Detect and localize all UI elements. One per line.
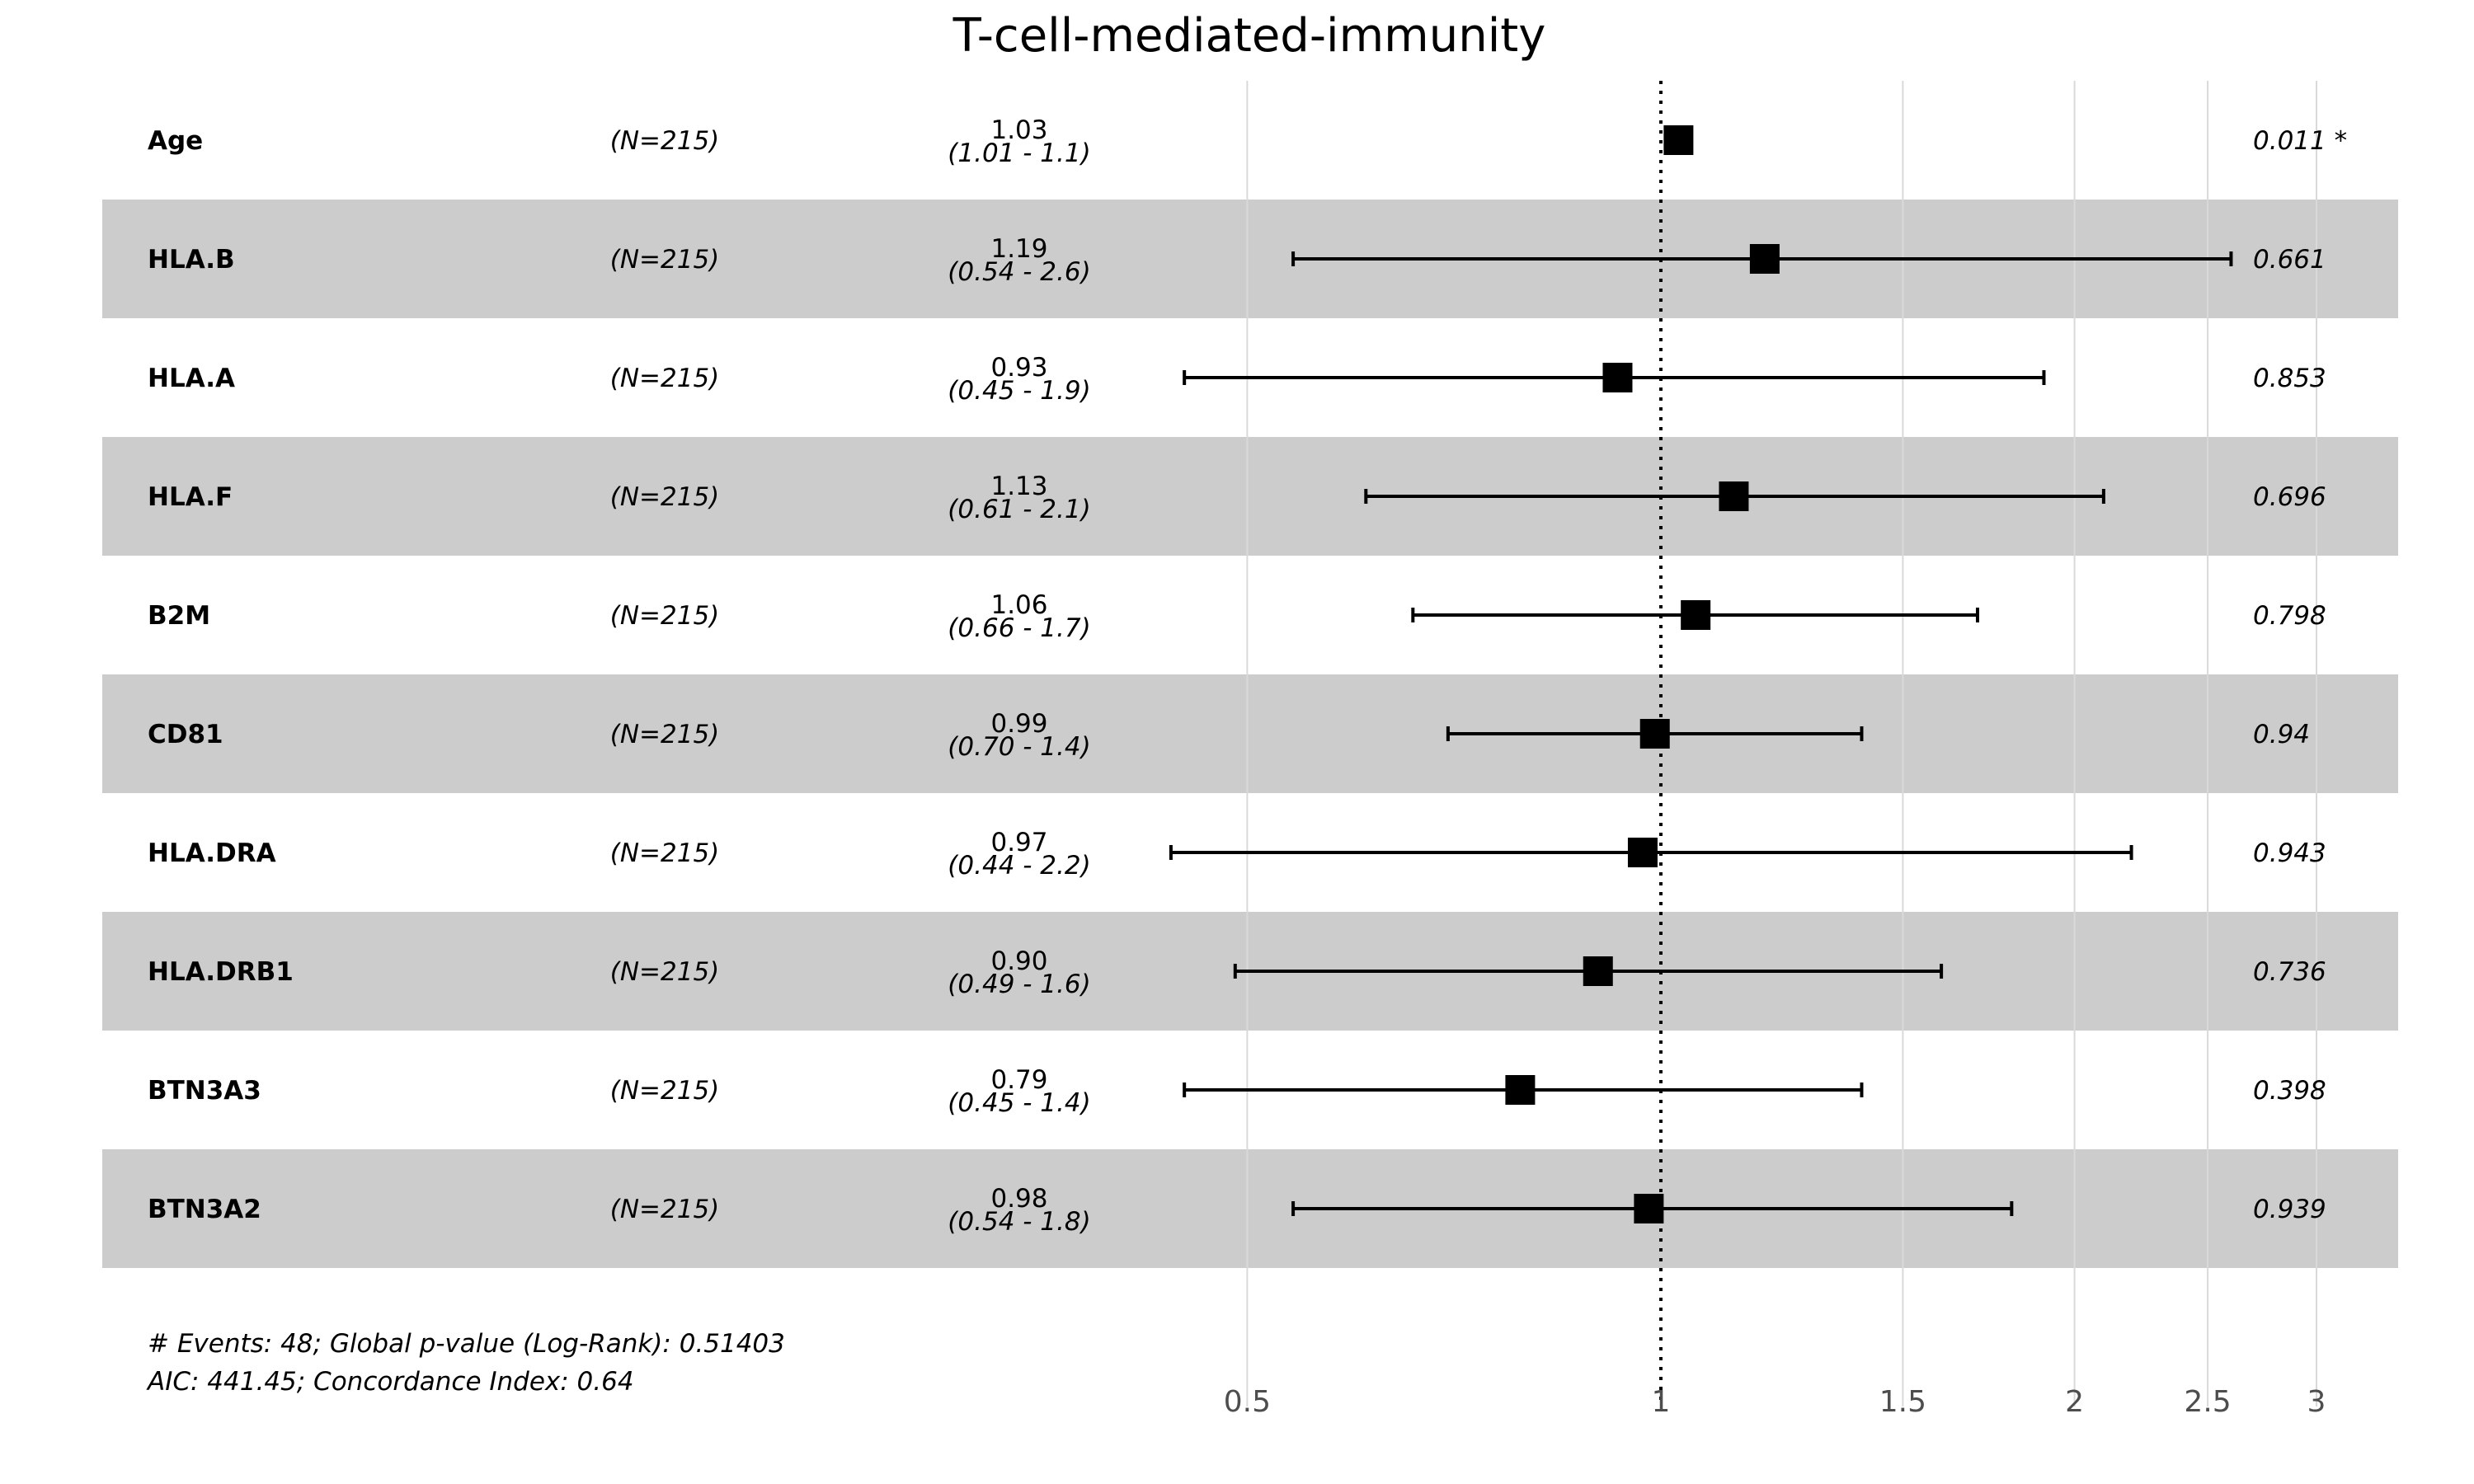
variable-label: HLA.F: [148, 482, 233, 512]
forest-row: HLA.DRA (N=215) 0.97(0.44 - 2.2) 0.943: [148, 828, 2326, 881]
x-tick-label: 1: [1652, 1385, 1671, 1419]
footnotes: # Events: 48; Global p-value (Log-Rank):…: [146, 1329, 785, 1397]
variable-label: B2M: [148, 601, 210, 631]
hr-marker: [1627, 838, 1658, 867]
row-band: [102, 1149, 2398, 1268]
ci-label: (0.44 - 2.2): [948, 851, 1090, 881]
hr-marker: [1602, 363, 1633, 392]
ci-label: (0.45 - 1.9): [948, 376, 1090, 406]
p-value-label: 0.696: [2253, 482, 2326, 512]
ci-label: (0.54 - 2.6): [948, 257, 1090, 287]
variable-label: Age: [148, 126, 203, 156]
variable-label: HLA.DRB1: [148, 957, 294, 987]
hr-label: 1.03: [990, 115, 1047, 145]
ci-label: (0.45 - 1.4): [948, 1088, 1090, 1118]
hr-label: 0.93: [990, 353, 1047, 383]
n-label: (N=215): [610, 720, 720, 749]
hr-marker: [1505, 1075, 1536, 1105]
row-band: [102, 674, 2398, 793]
p-value-label: 0.853: [2253, 364, 2326, 393]
x-tick-label: 1.5: [1879, 1385, 1926, 1419]
hr-marker: [1634, 1194, 1664, 1223]
n-label: (N=215): [610, 601, 720, 631]
x-tick-label: 3: [2307, 1385, 2326, 1419]
forest-row: HLA.A (N=215) 0.93(0.45 - 1.9) 0.853: [148, 353, 2326, 406]
n-label: (N=215): [610, 1076, 720, 1106]
hr-marker: [1663, 125, 1694, 155]
forest-row: HLA.B (N=215) 1.19(0.54 - 2.6) 0.661: [148, 234, 2326, 287]
n-label: (N=215): [610, 838, 720, 868]
n-label: (N=215): [610, 1195, 720, 1224]
p-value-label: 0.398: [2253, 1076, 2326, 1106]
forest-row: HLA.DRB1 (N=215) 0.90(0.49 - 1.6) 0.736: [148, 946, 2326, 999]
p-value-label: 0.011 *: [2253, 126, 2347, 156]
hr-label: 0.79: [990, 1065, 1047, 1095]
hr-label: 0.97: [990, 828, 1047, 857]
x-gridlines: [1246, 81, 2317, 1407]
hr-marker: [1681, 600, 1711, 630]
hr-label: 1.06: [990, 590, 1047, 620]
hr-marker: [1749, 244, 1780, 274]
forest-row: BTN3A3 (N=215) 0.79(0.45 - 1.4) 0.398: [148, 1065, 2326, 1118]
forest-row: BTN3A2 (N=215) 0.98(0.54 - 1.8) 0.939: [148, 1184, 2326, 1237]
variable-label: HLA.B: [148, 245, 235, 275]
ci-label: (0.70 - 1.4): [948, 732, 1090, 762]
p-value-label: 0.736: [2253, 957, 2326, 987]
hr-marker: [1719, 481, 1749, 511]
hr-marker: [1639, 719, 1670, 749]
hr-label: 0.90: [990, 946, 1047, 976]
p-value-label: 0.94: [2253, 720, 2310, 749]
variable-label: BTN3A3: [148, 1076, 261, 1106]
n-label: (N=215): [610, 957, 720, 987]
n-label: (N=215): [610, 245, 720, 275]
ci-label: (0.49 - 1.6): [948, 970, 1090, 999]
forest-row: Age (N=215) 1.03(1.01 - 1.1) 0.011 *: [148, 115, 2347, 168]
x-tick-label: 0.5: [1224, 1385, 1271, 1419]
variable-label: HLA.A: [148, 364, 235, 393]
forest-rows: Age (N=215) 1.03(1.01 - 1.1) 0.011 * HLA.B (N…: [148, 115, 2347, 1237]
row-bands: [102, 200, 2398, 1268]
p-value-label: 0.798: [2253, 601, 2326, 631]
ci-label: (0.54 - 1.8): [948, 1207, 1090, 1237]
variable-label: CD81: [148, 720, 223, 749]
p-value-label: 0.943: [2253, 838, 2326, 868]
hr-label: 1.13: [990, 472, 1047, 501]
p-value-label: 0.939: [2253, 1195, 2326, 1224]
variable-label: BTN3A2: [148, 1195, 261, 1224]
ci-label: (1.01 - 1.1): [948, 139, 1090, 168]
forest-row: CD81 (N=215) 0.99(0.70 - 1.4) 0.94: [148, 709, 2310, 762]
hr-label: 1.19: [990, 234, 1047, 264]
hr-label: 0.98: [990, 1184, 1047, 1214]
n-label: (N=215): [610, 482, 720, 512]
x-axis-ticks: 0.5 1 1.5 2 2.5 3: [1224, 1385, 2326, 1419]
hr-label: 0.99: [990, 709, 1047, 739]
n-label: (N=215): [610, 364, 720, 393]
p-value-label: 0.661: [2253, 245, 2326, 275]
footnote: AIC: 441.45; Concordance Index: 0.64: [146, 1367, 634, 1397]
n-label: (N=215): [610, 126, 720, 156]
ci-label: (0.61 - 2.1): [948, 495, 1090, 524]
variable-label: HLA.DRA: [148, 838, 276, 868]
forest-row: B2M (N=215) 1.06(0.66 - 1.7) 0.798: [148, 590, 2326, 643]
footnote: # Events: 48; Global p-value (Log-Rank):…: [148, 1329, 785, 1359]
x-tick-label: 2.5: [2184, 1385, 2231, 1419]
ci-label: (0.66 - 1.7): [948, 613, 1090, 643]
chart-title: T-cell-mediated-immunity: [952, 9, 1546, 63]
hr-marker: [1583, 956, 1613, 986]
forest-row: HLA.F (N=215) 1.13(0.61 - 2.1) 0.696: [148, 472, 2326, 524]
x-tick-label: 2: [2065, 1385, 2084, 1419]
